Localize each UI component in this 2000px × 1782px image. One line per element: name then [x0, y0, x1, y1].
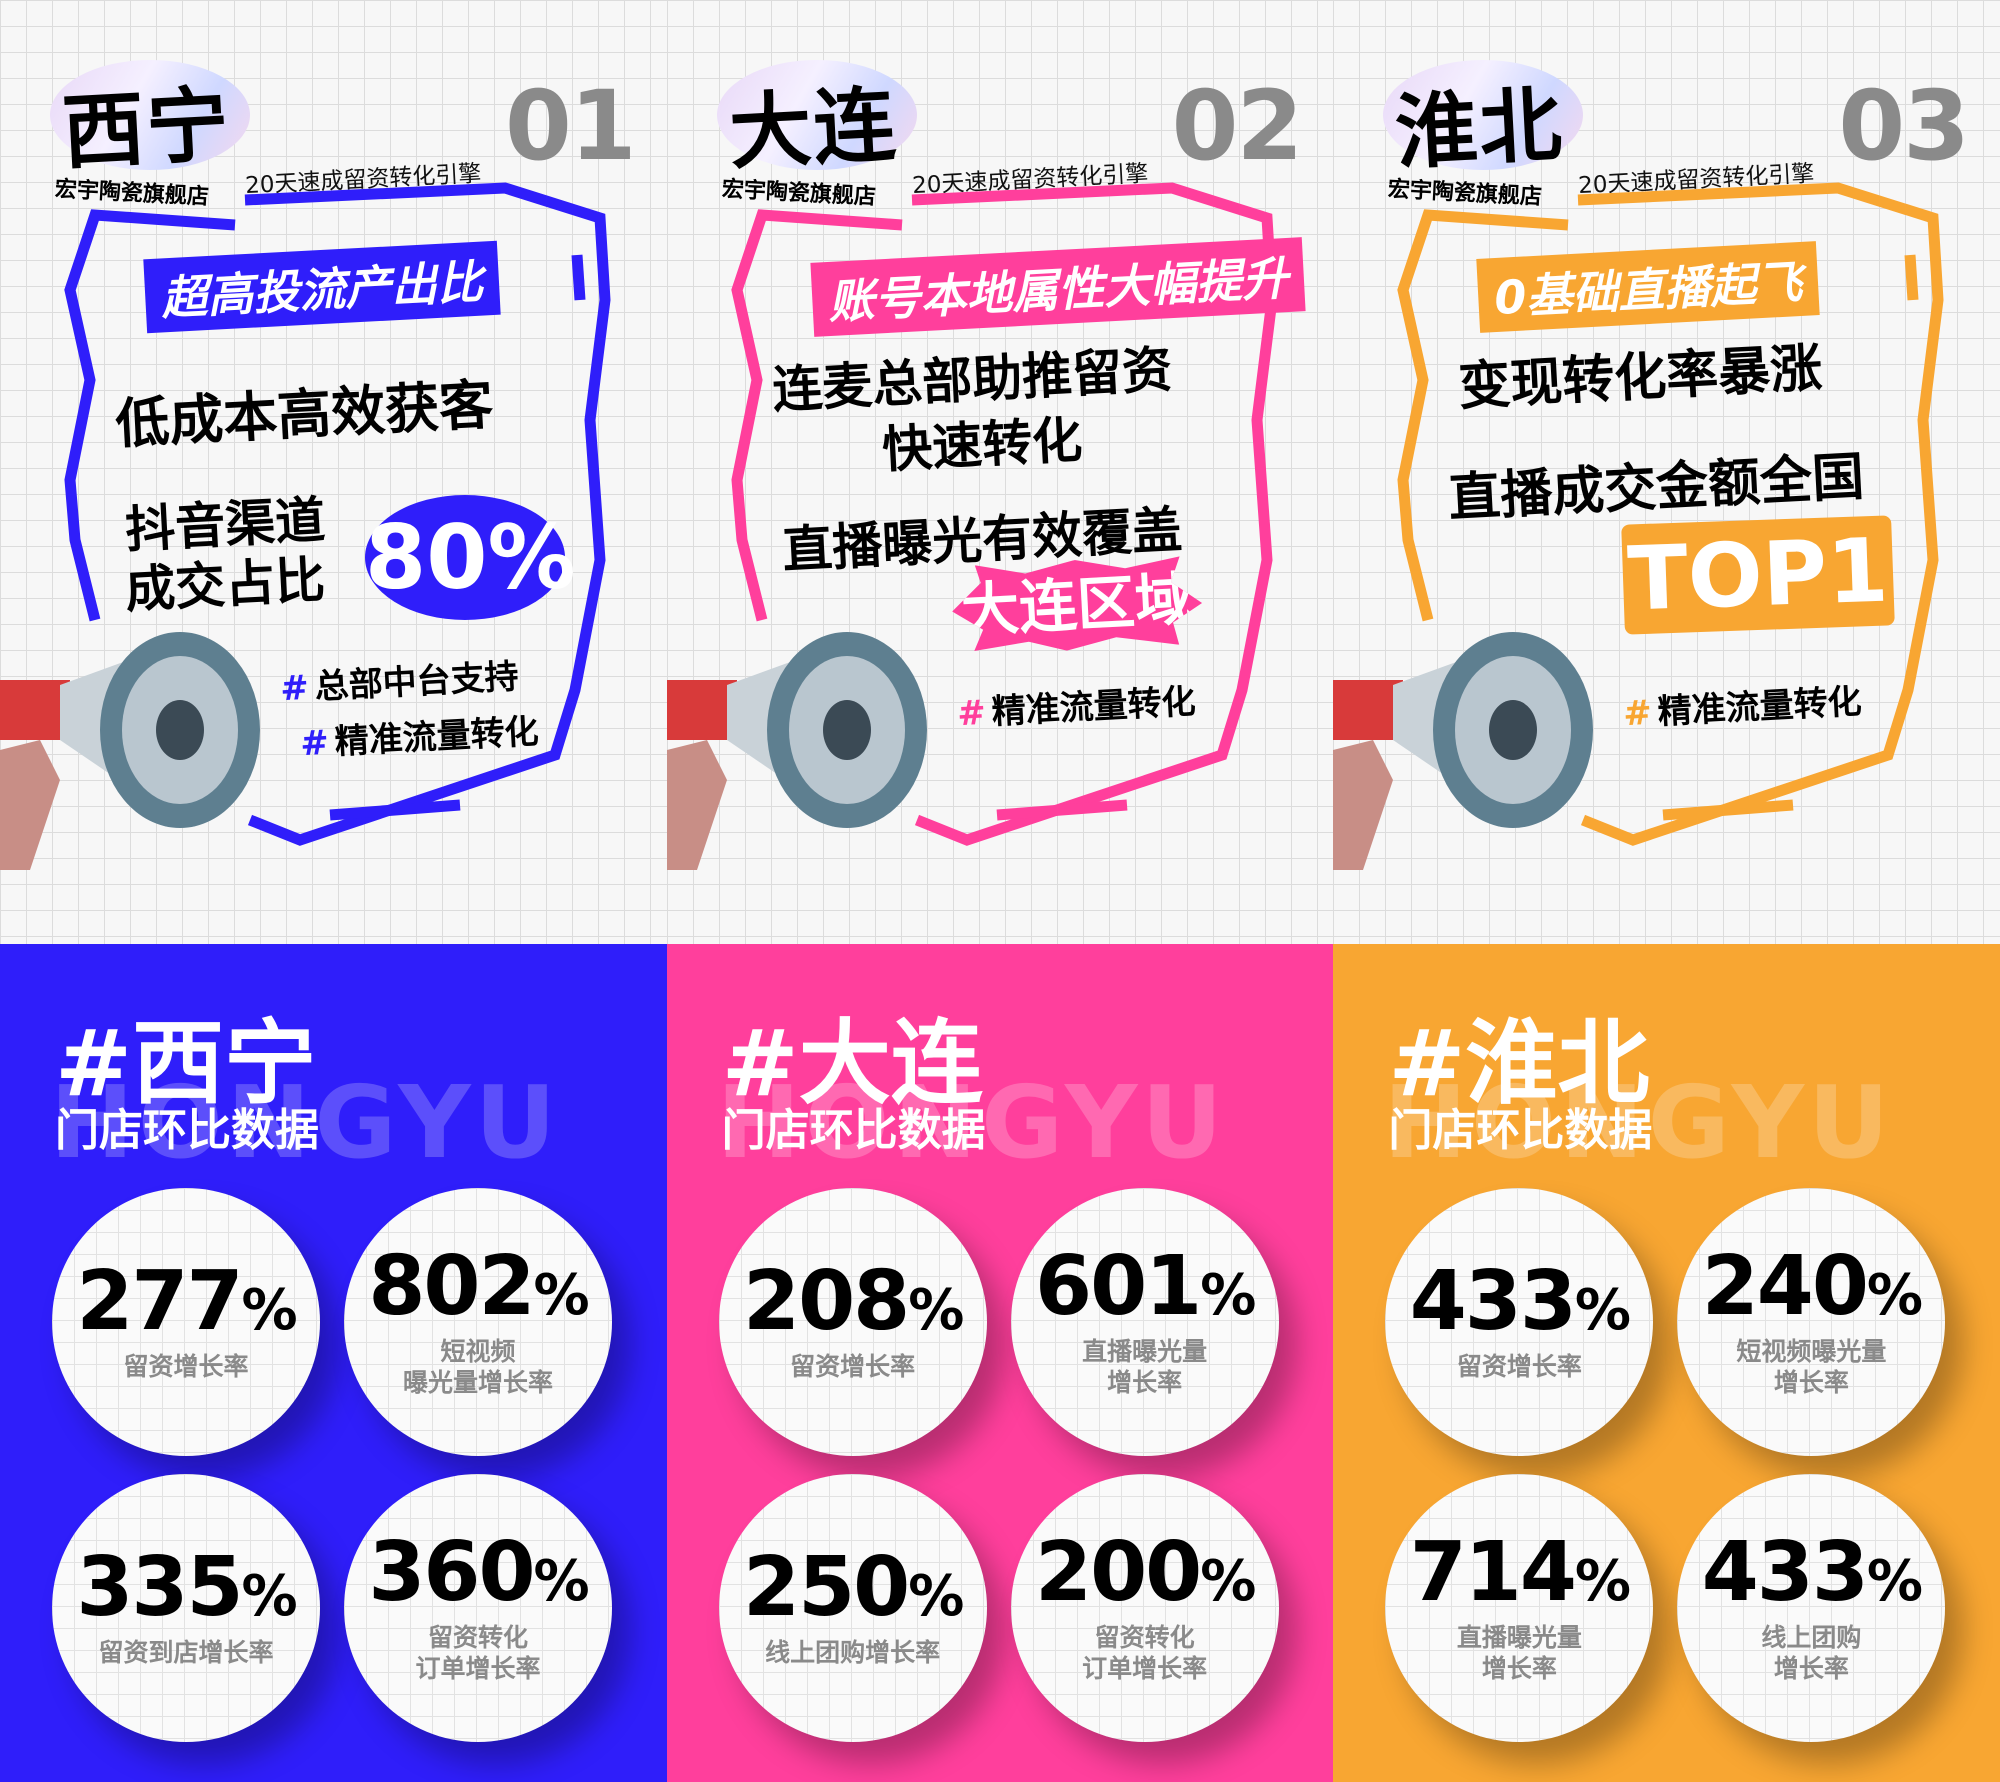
stat-unit: %	[1200, 1548, 1256, 1614]
stat-unit: %	[533, 1262, 590, 1328]
stat-unit: %	[241, 1278, 298, 1344]
stats-subtitle: 门店环比数据	[55, 1105, 319, 1156]
poster-top: 西宁 宏宇陶瓷旗舰店 20天速成留资转化引擎 01 超高投流产出比 低成本高效获客…	[0, 0, 667, 944]
hash-symbol: #	[299, 722, 330, 765]
stat-circle: 360% 留资转化 订单增长率	[344, 1474, 612, 1742]
stat-value: 277%	[76, 1261, 298, 1344]
stat-number: 433	[1409, 1254, 1577, 1350]
megaphone-icon	[666, 632, 927, 870]
stat-circle: 240% 短视频曝光量 增长率	[1677, 1188, 1946, 1456]
stats-subtitle: 门店环比数据	[721, 1105, 986, 1156]
stat-label: 留资增长率	[790, 1352, 916, 1382]
headline-line: 快速转化	[880, 410, 1084, 480]
stat-value: 335%	[76, 1547, 298, 1630]
stat-circle: 250% 线上团购增长率	[718, 1474, 987, 1742]
stat-label: 留资到店增长率	[98, 1638, 274, 1668]
poster-number: 02	[1171, 70, 1304, 182]
city-bubble	[1383, 60, 1584, 170]
stat-circle: 433% 留资增长率	[1385, 1188, 1654, 1456]
stats-title: #西宁	[55, 1010, 317, 1117]
stat-number: 240	[1701, 1238, 1869, 1334]
stat-label: 留资转化 订单增长率	[415, 1622, 541, 1683]
stat-number: 433	[1701, 1524, 1869, 1620]
stats-title: #大连	[721, 1010, 983, 1117]
megaphone-icon	[1333, 632, 1594, 870]
stat-number: 802	[368, 1238, 535, 1334]
stat-unit: %	[1866, 1548, 1923, 1614]
stat-value: 208%	[743, 1261, 964, 1344]
stats-subtitle: 门店环比数据	[1388, 1105, 1653, 1156]
frame-outline	[64, 182, 611, 846]
stat-circle: 433% 线上团购 增长率	[1677, 1474, 1946, 1742]
stat-unit: %	[908, 1278, 964, 1344]
frame-outline	[1397, 182, 1944, 846]
stat-unit: %	[908, 1564, 964, 1630]
panel-2: 大连 宏宇陶瓷旗舰店 20天速成留资转化引擎 02 账号本地属性大幅提升 连麦总部…	[666, 0, 1334, 1782]
stat-circle: 601% 直播曝光量 增长率	[1010, 1188, 1279, 1456]
poster-number: 03	[1838, 70, 1970, 182]
poster-top: 大连 宏宇陶瓷旗舰店 20天速成留资转化引擎 02 账号本地属性大幅提升 连麦总部…	[666, 0, 1334, 944]
stats-section: HONGYU #淮北 门店环比数据 433% 留资增长率 240% 短视频曝光量…	[1333, 944, 2000, 1782]
panel-1: 西宁 宏宇陶瓷旗舰店 20天速成留资转化引擎 01 超高投流产出比 低成本高效获客…	[0, 0, 667, 1782]
poster-top: 淮北 宏宇陶瓷旗舰店 20天速成留资转化引擎 03 0基础直播起飞 变现转化率暴涨…	[1333, 0, 2000, 944]
stat-number: 208	[743, 1254, 910, 1350]
stat-value: 433%	[1702, 1531, 1923, 1614]
stat-label: 直播曝光量 增长率	[1456, 1622, 1582, 1683]
stat-number: 250	[743, 1540, 910, 1636]
headline-line: 成交占比	[123, 550, 327, 620]
stat-number: 335	[76, 1540, 243, 1636]
stat-number: 714	[1409, 1524, 1577, 1620]
stat-label: 留资增长率	[123, 1352, 249, 1382]
stat-circle: 208% 留资增长率	[718, 1188, 987, 1456]
stat-circle: 335% 留资到店增长率	[52, 1474, 320, 1742]
stats-title: #淮北	[1388, 1010, 1650, 1117]
stat-unit: %	[1574, 1548, 1631, 1614]
city-bubble	[716, 60, 917, 170]
stat-unit: %	[241, 1564, 298, 1630]
megaphone-icon	[0, 632, 260, 870]
watermark: HONGYU	[50, 1064, 560, 1181]
stat-value: 360%	[368, 1531, 590, 1614]
stat-label: 留资增长率	[1456, 1352, 1582, 1382]
stat-circle: 802% 短视频 曝光量增长率	[344, 1188, 612, 1456]
stat-unit: %	[1574, 1278, 1631, 1344]
stat-value: 240%	[1702, 1245, 1923, 1328]
stat-label: 线上团购 增长率	[1761, 1622, 1862, 1683]
hash-symbol: #	[1622, 692, 1654, 735]
stat-unit: %	[1866, 1262, 1923, 1328]
stat-number: 277	[76, 1254, 243, 1350]
stat-value: 601%	[1035, 1245, 1256, 1328]
stat-circle: 714% 直播曝光量 增长率	[1385, 1474, 1654, 1742]
stat-unit: %	[1200, 1262, 1256, 1328]
stat-value: 200%	[1035, 1531, 1256, 1614]
stat-label: 短视频 曝光量增长率	[402, 1336, 553, 1397]
stats-section: HONGYU #大连 门店环比数据 208% 留资增长率 601% 直播曝光量 …	[666, 944, 1334, 1782]
stat-number: 200	[1035, 1524, 1202, 1620]
stat-label: 线上团购增长率	[765, 1638, 941, 1668]
stat-circle: 200% 留资转化 订单增长率	[1010, 1474, 1279, 1742]
panel-3: 淮北 宏宇陶瓷旗舰店 20天速成留资转化引擎 03 0基础直播起飞 变现转化率暴涨…	[1333, 0, 2000, 1782]
stat-label: 直播曝光量 增长率	[1082, 1336, 1208, 1397]
stat-value: 802%	[368, 1245, 590, 1328]
stats-section: HONGYU #西宁 门店环比数据 277% 留资增长率 802% 短视频 曝光…	[0, 944, 667, 1782]
stat-circle: 277% 留资增长率	[52, 1188, 320, 1456]
stat-value: 433%	[1410, 1261, 1631, 1344]
stat-unit: %	[533, 1548, 590, 1614]
hash-symbol: #	[279, 667, 310, 710]
stat-number: 360	[368, 1524, 535, 1620]
city-bubble	[50, 60, 250, 170]
hash-symbol: #	[955, 692, 987, 735]
highlight-badge: 大连区域	[949, 554, 1203, 657]
stat-label: 留资转化 订单增长率	[1082, 1622, 1208, 1683]
stat-number: 601	[1035, 1238, 1202, 1334]
stat-label: 短视频曝光量 增长率	[1736, 1336, 1887, 1397]
stat-value: 714%	[1410, 1531, 1631, 1614]
watermark: HONGYU	[716, 1064, 1227, 1181]
poster-number: 01	[505, 70, 637, 182]
highlight-badge: 80%	[365, 495, 576, 620]
watermark: HONGYU	[1383, 1064, 1894, 1181]
highlight-badge: TOP1	[1621, 515, 1896, 635]
stat-value: 250%	[743, 1547, 964, 1630]
